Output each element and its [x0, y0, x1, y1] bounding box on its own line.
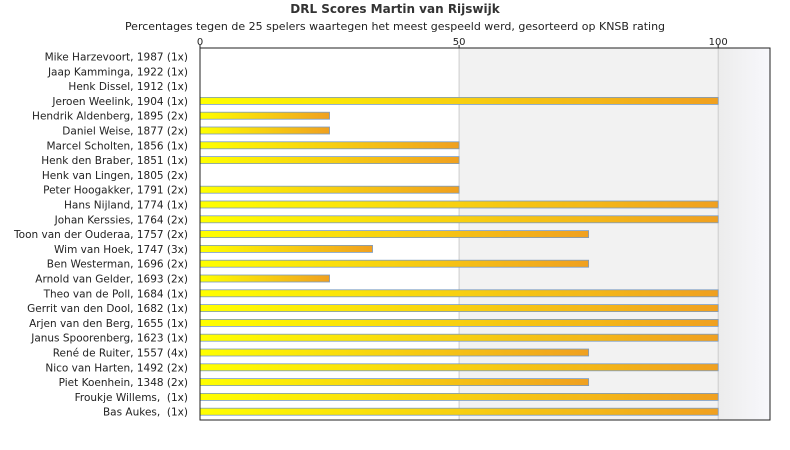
bar	[199, 348, 590, 357]
bar	[199, 407, 719, 416]
bar	[199, 363, 719, 372]
bar	[199, 200, 719, 209]
chart-title: DRL Scores Martin van Rijswijk	[290, 2, 500, 16]
bar	[199, 392, 719, 401]
category-label: Nico van Harten, 1492 (2x)	[45, 362, 188, 374]
plot-frame	[199, 47, 771, 421]
bar	[199, 111, 330, 120]
bar	[199, 304, 719, 313]
bar	[199, 185, 460, 194]
category-label: Jeroen Weelink, 1904 (1x)	[51, 96, 188, 108]
category-label: Gerrit van den Dool, 1682 (1x)	[27, 303, 188, 315]
category-label: Hans Nijland, 1774 (1x)	[64, 200, 188, 212]
bar	[199, 230, 590, 239]
category-label: Piet Koenhein, 1348 (2x)	[59, 377, 188, 389]
category-label: Wim van Hoek, 1747 (3x)	[54, 244, 188, 256]
chart-subtitle: Percentages tegen de 25 spelers waartege…	[124, 20, 666, 33]
bar	[199, 289, 719, 298]
category-label: Henk den Braber, 1851 (1x)	[41, 155, 188, 167]
category-label: Arnold van Gelder, 1693 (2x)	[35, 274, 188, 286]
bar	[199, 274, 330, 283]
bar	[199, 215, 719, 224]
category-label: Marcel Scholten, 1856 (1x)	[46, 140, 188, 152]
bar	[199, 244, 373, 253]
bar	[199, 126, 330, 135]
category-label: Bas Aukes, (1x)	[103, 407, 188, 419]
category-label: Daniel Weise, 1877 (2x)	[62, 126, 188, 138]
category-label: Hendrik Aldenberg, 1895 (2x)	[32, 111, 188, 123]
category-label: Johan Kerssies, 1764 (2x)	[54, 214, 188, 226]
x-tick-label: 100	[709, 37, 728, 48]
category-label: Ben Westerman, 1696 (2x)	[47, 259, 188, 271]
bar	[199, 259, 590, 268]
bar	[199, 156, 460, 165]
category-label: Theo van de Poll, 1684 (1x)	[43, 288, 188, 300]
plot-band	[718, 48, 770, 420]
category-label: Froukje Willems, (1x)	[75, 392, 188, 404]
category-label: Henk Dissel, 1912 (1x)	[68, 81, 188, 93]
bar	[199, 97, 719, 105]
category-label: René de Ruiter, 1557 (4x)	[53, 348, 188, 360]
category-label: Henk van Lingen, 1805 (2x)	[42, 170, 188, 182]
x-tick-label: 0	[197, 37, 203, 48]
bar	[199, 333, 719, 342]
category-label: Janus Spoorenberg, 1623 (1x)	[30, 333, 188, 345]
category-label: Arjen van den Berg, 1655 (1x)	[29, 318, 188, 330]
category-label: Peter Hoogakker, 1791 (2x)	[43, 185, 188, 197]
category-label: Jaap Kamminga, 1922 (1x)	[47, 66, 188, 78]
category-label: Toon van der Ouderaa, 1757 (2x)	[13, 229, 188, 241]
bar	[199, 378, 590, 387]
category-label: Mike Harzevoort, 1987 (1x)	[45, 52, 188, 64]
bar	[199, 141, 460, 150]
x-tick-label: 50	[453, 37, 466, 48]
bar	[199, 318, 719, 327]
